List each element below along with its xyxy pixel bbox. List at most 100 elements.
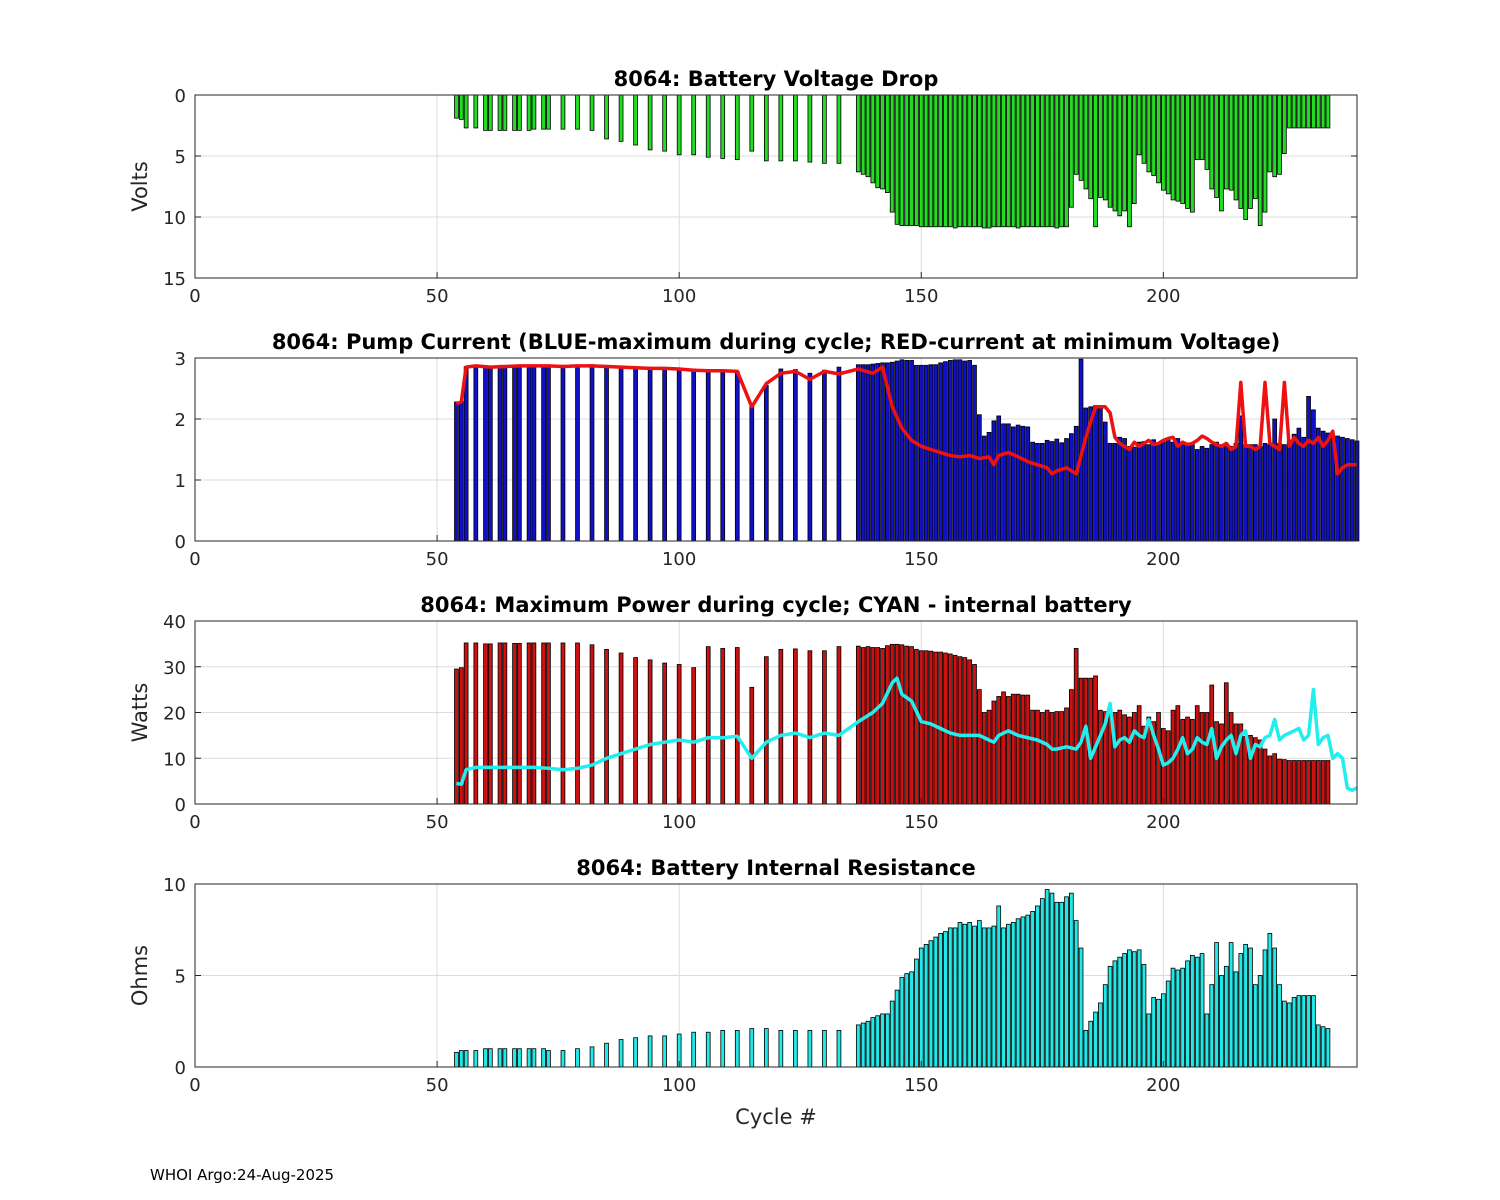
bar (1223, 965, 1229, 1068)
bar (918, 650, 924, 805)
bar (647, 94, 653, 151)
bar (1282, 94, 1287, 154)
bar (1044, 709, 1050, 805)
bar (662, 367, 667, 542)
bar (1064, 707, 1069, 805)
bar (1190, 94, 1195, 213)
bar (909, 971, 914, 1068)
y-axis-label: Volts (128, 161, 152, 212)
bar (1127, 94, 1132, 228)
bar (1219, 94, 1224, 212)
bar (778, 648, 784, 805)
bar (778, 1030, 784, 1068)
bar (618, 365, 624, 542)
bar (918, 94, 924, 228)
x-tick-label: 100 (662, 286, 696, 307)
bar (473, 94, 479, 129)
bar (1320, 760, 1326, 805)
bar (904, 94, 910, 226)
x-tick-label: 150 (904, 812, 938, 833)
bar (1112, 442, 1118, 542)
bar (1233, 442, 1239, 542)
bar (1069, 892, 1074, 1068)
bar (943, 94, 948, 228)
y-tick-label: 0 (175, 86, 186, 107)
bar (1315, 94, 1321, 129)
bar (1301, 436, 1307, 542)
bar (604, 364, 609, 542)
bar (1151, 997, 1156, 1068)
bar (526, 1048, 532, 1068)
bar (749, 94, 755, 152)
y-tick-label: 5 (175, 967, 186, 988)
bar (604, 648, 609, 805)
bar (1098, 1002, 1103, 1068)
bar (1025, 914, 1031, 1068)
bar (962, 94, 968, 228)
bar (691, 368, 697, 542)
bar (1180, 441, 1186, 542)
bar (778, 368, 784, 542)
x-tick-label: 200 (1146, 286, 1180, 307)
bar (880, 648, 885, 805)
bar (473, 1050, 479, 1068)
bar (1311, 995, 1316, 1068)
bar (1156, 998, 1161, 1068)
bar (517, 1048, 522, 1068)
bar (473, 642, 479, 805)
bar (1136, 705, 1142, 805)
bar (875, 647, 881, 805)
bar (1296, 94, 1302, 129)
bar (836, 94, 842, 164)
bar (1054, 901, 1060, 1068)
bar (662, 1035, 667, 1068)
bar (1030, 709, 1035, 805)
bar (1107, 94, 1113, 208)
bar (1185, 94, 1190, 209)
bar (662, 94, 667, 152)
bar (1093, 94, 1098, 228)
bar (1020, 94, 1026, 228)
bar (517, 94, 522, 131)
bar (967, 922, 973, 1068)
bar (1204, 447, 1210, 542)
bar (1311, 409, 1316, 542)
bar (947, 94, 953, 228)
bar (875, 94, 881, 189)
bar (1006, 423, 1011, 542)
bar (986, 432, 992, 542)
bar (1039, 898, 1045, 1068)
bar (1059, 901, 1064, 1068)
series-line (455, 364, 1357, 476)
bar (1311, 94, 1316, 129)
bar (870, 647, 876, 805)
bar (1127, 949, 1132, 1068)
bar (1165, 980, 1171, 1068)
bar (870, 363, 876, 542)
x-tick-label: 0 (189, 1075, 200, 1096)
bar (560, 364, 566, 542)
bar (497, 364, 503, 542)
x-tick-label: 50 (426, 812, 449, 833)
bar (1151, 94, 1156, 176)
bar (604, 1042, 609, 1068)
bar (967, 659, 973, 805)
bar (647, 659, 653, 805)
bar (454, 1051, 459, 1068)
bar (865, 646, 871, 805)
bar (952, 94, 958, 229)
bar (1069, 94, 1074, 208)
x-tick-label: 200 (1146, 812, 1180, 833)
bar (962, 657, 968, 805)
bar (991, 420, 997, 542)
bar (1030, 911, 1035, 1068)
bar (633, 657, 638, 805)
bar (1228, 94, 1234, 191)
bar (1291, 433, 1297, 542)
bar (1282, 444, 1287, 542)
bar (734, 371, 740, 542)
bar (904, 360, 910, 542)
bar (1127, 446, 1132, 542)
bar (1248, 94, 1253, 209)
bar (1073, 94, 1079, 175)
